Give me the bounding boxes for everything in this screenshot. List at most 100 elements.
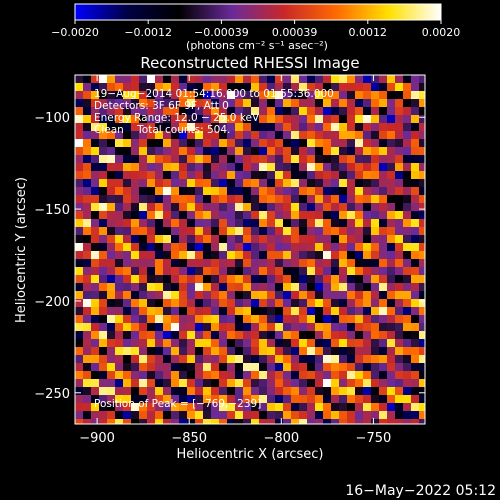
image-pixel bbox=[155, 171, 163, 179]
image-pixel bbox=[395, 379, 403, 387]
image-pixel bbox=[235, 163, 243, 171]
image-pixel bbox=[139, 315, 147, 323]
image-pixel bbox=[347, 267, 355, 275]
image-pixel bbox=[155, 331, 163, 339]
image-pixel bbox=[163, 91, 171, 99]
image-pixel bbox=[331, 227, 339, 235]
image-pixel bbox=[403, 299, 411, 307]
image-pixel bbox=[403, 419, 411, 424]
image-pixel bbox=[187, 379, 195, 387]
image-pixel bbox=[83, 203, 91, 211]
image-pixel bbox=[387, 123, 395, 131]
image-pixel bbox=[403, 363, 411, 371]
image-pixel bbox=[235, 299, 243, 307]
image-pixel bbox=[147, 267, 155, 275]
image-pixel bbox=[179, 347, 187, 355]
image-pixel bbox=[83, 91, 91, 99]
image-pixel bbox=[331, 323, 339, 331]
image-pixel bbox=[155, 123, 163, 131]
image-pixel bbox=[131, 155, 139, 163]
image-pixel bbox=[299, 131, 307, 139]
image-pixel bbox=[363, 211, 371, 219]
image-pixel bbox=[363, 99, 371, 107]
image-pixel bbox=[259, 347, 267, 355]
image-pixel bbox=[235, 243, 243, 251]
image-pixel bbox=[91, 91, 99, 99]
image-pixel bbox=[355, 131, 363, 139]
image-pixel bbox=[307, 283, 315, 291]
image-pixel bbox=[251, 267, 259, 275]
image-pixel bbox=[315, 251, 323, 259]
image-pixel bbox=[411, 323, 419, 331]
image-pixel bbox=[299, 395, 307, 403]
image-pixel bbox=[219, 339, 227, 347]
image-pixel bbox=[187, 187, 195, 195]
image-pixel bbox=[395, 227, 403, 235]
image-pixel bbox=[339, 251, 347, 259]
image-pixel bbox=[355, 123, 363, 131]
image-pixel bbox=[331, 219, 339, 227]
image-pixel bbox=[179, 251, 187, 259]
image-pixel bbox=[323, 243, 331, 251]
image-pixel bbox=[99, 171, 107, 179]
image-pixel bbox=[91, 139, 99, 147]
image-pixel bbox=[227, 315, 235, 323]
image-pixel bbox=[331, 107, 339, 115]
image-pixel bbox=[123, 267, 131, 275]
image-pixel bbox=[91, 243, 99, 251]
image-pixel bbox=[195, 251, 203, 259]
image-pixel bbox=[195, 243, 203, 251]
image-pixel bbox=[259, 267, 267, 275]
image-pixel bbox=[155, 235, 163, 243]
image-pixel bbox=[371, 283, 379, 291]
image-pixel bbox=[275, 259, 283, 267]
image-pixel bbox=[419, 275, 425, 283]
image-pixel bbox=[387, 347, 395, 355]
image-pixel bbox=[339, 163, 347, 171]
image-pixel bbox=[91, 347, 99, 355]
image-pixel bbox=[211, 419, 219, 424]
image-pixel bbox=[419, 355, 425, 363]
image-pixel bbox=[403, 99, 411, 107]
image-pixel bbox=[91, 395, 99, 403]
image-pixel bbox=[307, 411, 315, 419]
image-pixel bbox=[83, 339, 91, 347]
image-pixel bbox=[403, 195, 411, 203]
image-pixel bbox=[163, 243, 171, 251]
image-pixel bbox=[275, 347, 283, 355]
annotation-energy: Energy Range: 12.0 − 25.0 keV bbox=[94, 112, 260, 124]
image-pixel bbox=[251, 83, 259, 91]
image-pixel bbox=[411, 387, 419, 395]
colorbar-ticks: −0.0020 −0.0012 −0.00039 0.00039 0.0012 0.002… bbox=[51, 20, 460, 39]
image-pixel bbox=[187, 75, 195, 83]
image-pixel bbox=[243, 91, 251, 99]
image-pixel bbox=[171, 171, 179, 179]
image-pixel bbox=[339, 307, 347, 315]
image-pixel bbox=[195, 171, 203, 179]
image-pixel bbox=[323, 147, 331, 155]
image-pixel bbox=[187, 251, 195, 259]
image-pixel bbox=[267, 219, 275, 227]
image-pixel bbox=[211, 171, 219, 179]
image-pixel bbox=[283, 299, 291, 307]
image-pixel bbox=[155, 147, 163, 155]
image-pixel bbox=[123, 323, 131, 331]
image-pixel bbox=[275, 331, 283, 339]
image-pixel bbox=[171, 379, 179, 387]
image-pixel bbox=[283, 187, 291, 195]
image-pixel bbox=[123, 331, 131, 339]
image-pixel bbox=[275, 179, 283, 187]
image-pixel bbox=[83, 123, 91, 131]
image-pixel bbox=[267, 83, 275, 91]
image-pixel bbox=[131, 387, 139, 395]
image-pixel bbox=[211, 187, 219, 195]
image-pixel bbox=[131, 347, 139, 355]
image-pixel bbox=[387, 283, 395, 291]
image-pixel bbox=[259, 75, 267, 83]
image-pixel bbox=[363, 219, 371, 227]
image-pixel bbox=[187, 283, 195, 291]
image-pixel bbox=[251, 115, 259, 123]
image-pixel bbox=[163, 147, 171, 155]
image-pixel bbox=[323, 291, 331, 299]
image-pixel bbox=[299, 99, 307, 107]
